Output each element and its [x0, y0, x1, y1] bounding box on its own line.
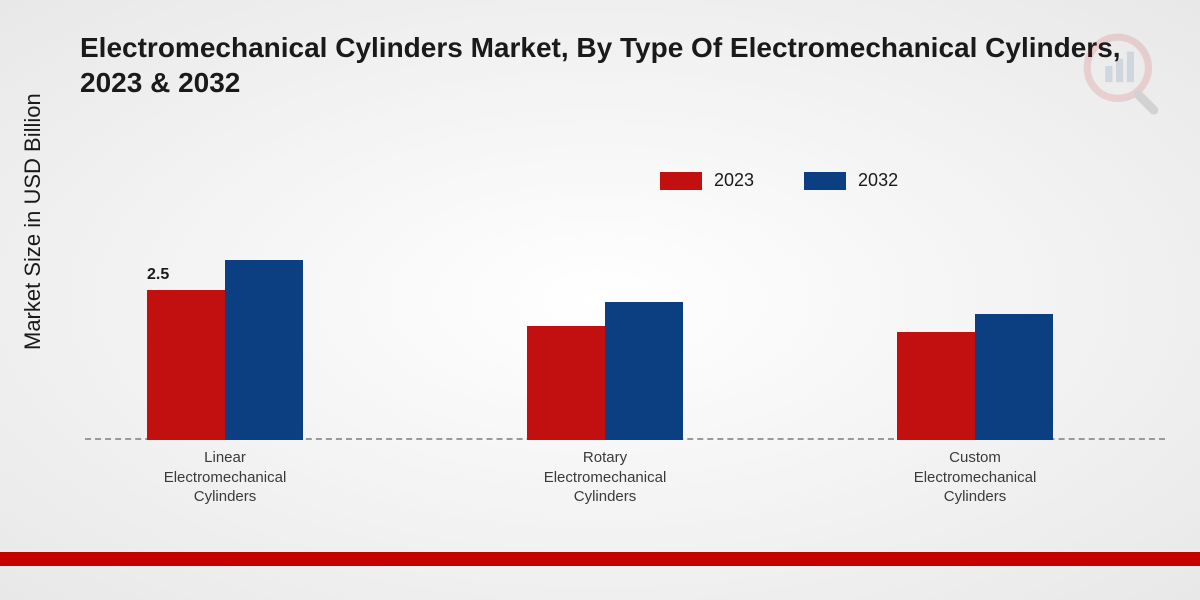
chart-title: Electromechanical Cylinders Market, By T… — [80, 30, 1160, 100]
legend-swatch-2032 — [804, 172, 846, 190]
legend-label-2023: 2023 — [714, 170, 754, 191]
bar — [605, 302, 683, 440]
plot-area: 2.5 — [85, 200, 1165, 440]
y-axis-label: Market Size in USD Billion — [20, 93, 46, 350]
bar — [897, 332, 975, 440]
legend-swatch-2023 — [660, 172, 702, 190]
bar — [225, 260, 303, 440]
footer-accent-bar — [0, 552, 1200, 566]
bar-group — [885, 314, 1065, 440]
x-tick-label: LinearElectromechanicalCylinders — [135, 448, 315, 507]
x-tick-label: CustomElectromechanicalCylinders — [885, 448, 1065, 507]
bar-group — [515, 302, 695, 440]
legend-label-2032: 2032 — [858, 170, 898, 191]
legend-item-2032: 2032 — [804, 170, 898, 191]
x-tick-label: RotaryElectromechanicalCylinders — [515, 448, 695, 507]
bar — [975, 314, 1053, 440]
bar — [147, 290, 225, 440]
bar — [527, 326, 605, 440]
bar-value-label: 2.5 — [147, 266, 169, 284]
legend-item-2023: 2023 — [660, 170, 754, 191]
bar-group — [135, 260, 315, 440]
x-axis: LinearElectromechanicalCylinders RotaryEl… — [85, 440, 1165, 510]
legend: 2023 2032 — [660, 170, 898, 191]
chart-page: Electromechanical Cylinders Market, By T… — [0, 0, 1200, 600]
watermark-logo-icon — [1080, 30, 1170, 120]
